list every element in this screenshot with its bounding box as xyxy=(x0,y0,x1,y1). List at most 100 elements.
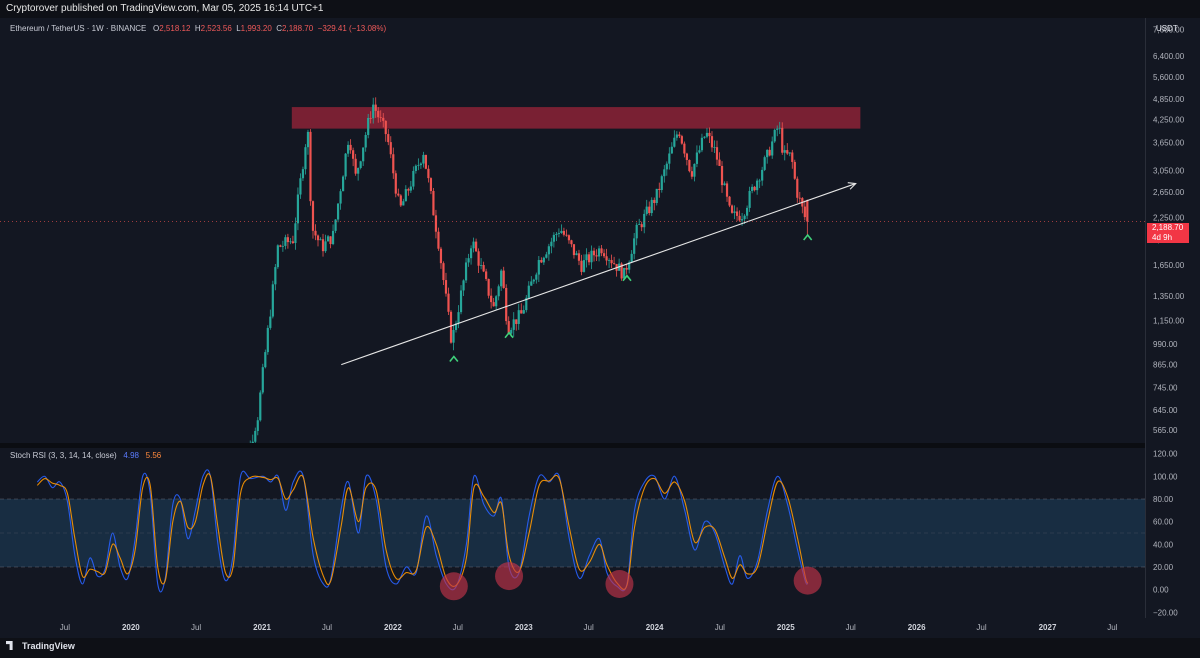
candle-body xyxy=(422,154,425,164)
candle-body xyxy=(517,310,520,324)
candle-body xyxy=(314,230,317,236)
price-axis[interactable] xyxy=(1145,18,1200,618)
low-value: 1,993.20 xyxy=(240,24,272,33)
candle-body xyxy=(334,219,337,231)
time-axis-tick: Jul xyxy=(715,623,725,632)
candle-body xyxy=(429,178,433,191)
candle-body xyxy=(530,281,533,286)
candle-body xyxy=(247,458,249,462)
stoch-rsi-axis-tick: −20.00 xyxy=(1153,608,1178,617)
candle-body xyxy=(402,201,405,206)
candle-body xyxy=(510,329,513,334)
candle-body xyxy=(592,250,596,256)
candle-body xyxy=(585,254,588,261)
candle-body xyxy=(683,143,686,154)
bottom-bar xyxy=(0,638,1200,658)
candle-body xyxy=(705,132,709,137)
tradingview-logo[interactable]: TradingView xyxy=(6,641,75,651)
last-price-tag: 2,188.70 4d 9h xyxy=(1147,223,1189,243)
candle-body xyxy=(663,169,666,177)
oversold-highlight-circle xyxy=(793,566,822,595)
candle-body xyxy=(572,244,576,256)
candle-body xyxy=(424,154,428,169)
candle-body xyxy=(653,199,656,204)
candle-body xyxy=(505,287,508,322)
candle-body xyxy=(773,129,776,142)
time-axis-tick: Jul xyxy=(1107,623,1117,632)
candle-body xyxy=(607,260,611,261)
candle-body xyxy=(379,117,382,119)
candle-body xyxy=(442,263,445,281)
candle-body xyxy=(387,134,390,143)
candle-body xyxy=(276,245,279,268)
candle-body xyxy=(454,323,458,330)
candle-body xyxy=(595,255,598,257)
candle-body xyxy=(525,297,528,311)
candle-body xyxy=(728,196,731,206)
candle-body xyxy=(640,224,643,228)
candle-body xyxy=(565,234,568,236)
candle-body xyxy=(560,230,563,233)
candle-body xyxy=(600,248,603,254)
candle-body xyxy=(286,237,289,243)
candle-body xyxy=(733,211,736,213)
time-axis-tick: 2020 xyxy=(122,623,140,632)
candle-body xyxy=(469,248,473,259)
candle-body xyxy=(354,158,357,174)
candle-body xyxy=(532,279,535,282)
candle-body xyxy=(321,239,325,252)
candle-body xyxy=(575,253,578,256)
candle-body xyxy=(643,213,646,228)
candle-body xyxy=(635,224,638,239)
time-axis-tick: 2027 xyxy=(1039,623,1057,632)
candle-body xyxy=(620,263,623,279)
candle-body xyxy=(269,316,272,328)
candle-body xyxy=(713,147,716,148)
candle-body xyxy=(602,253,606,257)
candle-body xyxy=(490,295,493,303)
price-axis-tick: 1,350.00 xyxy=(1153,292,1185,301)
time-axis-tick: 2023 xyxy=(515,623,533,632)
bounce-marker-icon xyxy=(622,274,632,282)
candle-body xyxy=(472,241,475,249)
stoch-rsi-axis-tick: 40.00 xyxy=(1153,540,1174,549)
candle-body xyxy=(625,267,628,270)
candle-body xyxy=(740,219,744,221)
high-label: H xyxy=(194,24,201,33)
candle-body xyxy=(738,215,741,221)
candle-body xyxy=(284,237,287,246)
candle-body xyxy=(633,238,636,254)
stoch-d-line xyxy=(36,473,809,590)
candle-body xyxy=(520,310,523,314)
candle-body xyxy=(786,150,789,154)
price-axis-tick: 745.00 xyxy=(1153,384,1178,393)
price-pane[interactable] xyxy=(0,18,1145,443)
open-value: 2,518.12 xyxy=(159,24,191,33)
candle-body xyxy=(336,203,340,220)
price-axis-tick: 2,650.00 xyxy=(1153,188,1185,197)
candle-body xyxy=(412,170,415,187)
candle-body xyxy=(344,153,347,177)
candle-body xyxy=(698,150,701,153)
candle-body xyxy=(685,153,688,160)
candle-body xyxy=(452,329,455,343)
candle-body xyxy=(665,163,668,170)
candle-body xyxy=(613,263,616,265)
pane-divider[interactable] xyxy=(0,443,1200,448)
price-axis-tick: 865.00 xyxy=(1153,361,1178,370)
candle-body xyxy=(264,352,267,368)
candle-body xyxy=(477,251,480,266)
candle-body xyxy=(703,136,706,138)
candle-body xyxy=(294,223,297,244)
candle-body xyxy=(482,265,485,272)
candle-body xyxy=(605,256,608,261)
candle-body xyxy=(781,127,784,153)
high-value: 2,523.56 xyxy=(200,24,232,33)
candle-body xyxy=(806,199,809,222)
candle-body xyxy=(756,180,759,191)
currency-label[interactable]: USDT xyxy=(1156,24,1178,33)
candle-body xyxy=(392,154,395,174)
candle-body xyxy=(545,254,548,258)
candle-body xyxy=(673,137,676,147)
